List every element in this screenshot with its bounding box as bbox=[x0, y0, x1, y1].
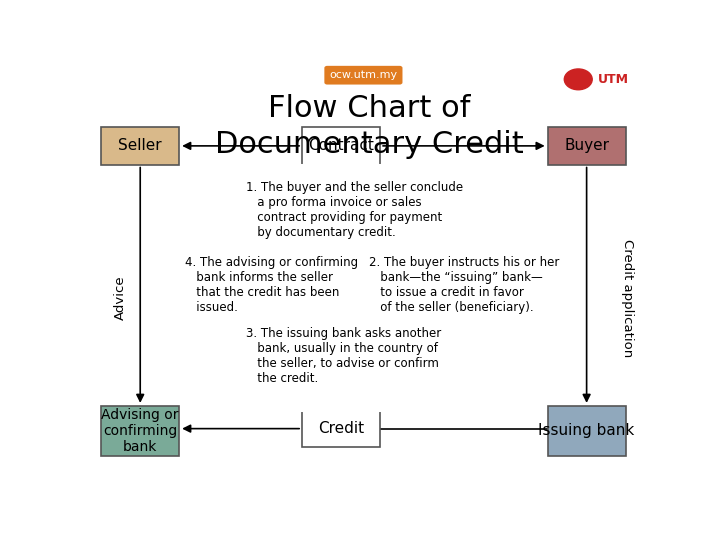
Bar bbox=[101, 127, 179, 165]
Text: Credit application: Credit application bbox=[621, 239, 634, 357]
Text: 2. The buyer instructs his or her
   bank—the “issuing” bank—
   to issue a cred: 2. The buyer instructs his or her bank—t… bbox=[369, 256, 559, 314]
Text: Issuing bank: Issuing bank bbox=[539, 423, 635, 438]
Bar bbox=[547, 127, 626, 165]
Text: Advising or
confirming
bank: Advising or confirming bank bbox=[102, 408, 179, 454]
Text: Seller: Seller bbox=[118, 138, 162, 153]
Bar bbox=[547, 406, 626, 456]
Bar bbox=[302, 127, 380, 165]
Text: Contract: Contract bbox=[308, 138, 374, 153]
FancyBboxPatch shape bbox=[324, 66, 402, 85]
Text: Advice: Advice bbox=[114, 275, 127, 320]
Text: UTM: UTM bbox=[598, 73, 629, 86]
Text: Buyer: Buyer bbox=[564, 138, 609, 153]
Text: ocw.utm.my: ocw.utm.my bbox=[329, 70, 397, 80]
Circle shape bbox=[564, 69, 593, 90]
Text: Flow Chart of
Documentary Credit: Flow Chart of Documentary Credit bbox=[215, 94, 523, 159]
Text: 3. The issuing bank asks another
   bank, usually in the country of
   the selle: 3. The issuing bank asks another bank, u… bbox=[246, 327, 441, 385]
Text: Credit: Credit bbox=[318, 421, 364, 436]
Bar bbox=[302, 410, 380, 447]
Text: 4. The advising or confirming
   bank informs the seller
   that the credit has : 4. The advising or confirming bank infor… bbox=[185, 256, 358, 314]
Bar bbox=[101, 406, 179, 456]
Text: 1. The buyer and the seller conclude
   a pro forma invoice or sales
   contract: 1. The buyer and the seller conclude a p… bbox=[246, 181, 464, 239]
